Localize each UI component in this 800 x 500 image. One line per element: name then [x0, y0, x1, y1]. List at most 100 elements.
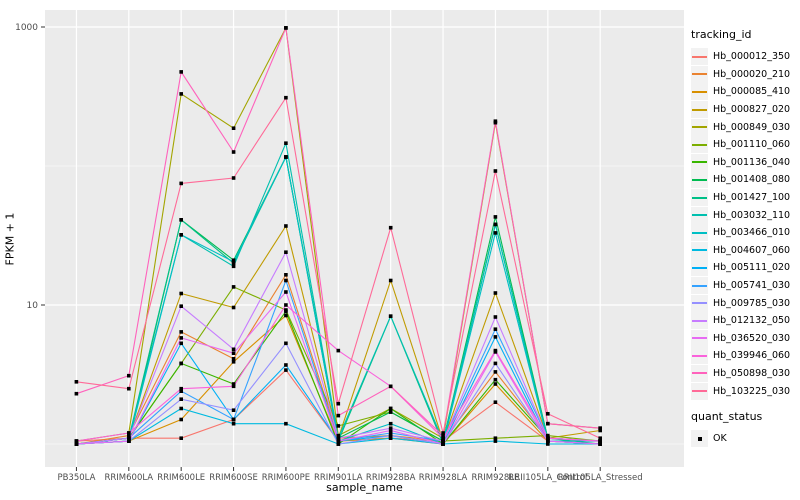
data-point — [284, 363, 288, 367]
legend-key — [691, 364, 708, 382]
data-point — [74, 380, 79, 384]
legend-title-tracking-id: tracking_id — [691, 28, 752, 41]
data-point — [179, 218, 183, 222]
legend-item: Hb_000020_210 — [691, 65, 799, 84]
x-tick-label: RRIM600LE — [157, 473, 205, 483]
data-point — [493, 169, 498, 173]
data-point — [336, 433, 341, 438]
data-point — [336, 442, 341, 446]
legend-color-swatch — [692, 372, 707, 375]
legend-item: Hb_001110_060 — [691, 136, 799, 154]
data-point — [231, 357, 236, 361]
data-point — [388, 431, 393, 435]
legend-key — [691, 118, 708, 136]
data-point — [231, 382, 236, 386]
legend-label: Hb_050898_030 — [713, 367, 791, 379]
legend-key — [691, 189, 708, 207]
data-point — [179, 406, 183, 411]
data-point — [179, 291, 183, 296]
data-point — [546, 439, 550, 443]
data-point — [493, 436, 498, 440]
legend-label: Hb_000012_350 — [713, 51, 791, 63]
legend-key — [691, 259, 708, 277]
x-tick-label: RRIM928BA — [366, 473, 416, 483]
legend-key — [691, 136, 708, 154]
legend-color-swatch — [692, 55, 707, 58]
legend-key — [691, 153, 708, 171]
legend-key — [691, 65, 708, 83]
data-point — [284, 290, 288, 294]
legend-color-swatch — [692, 284, 707, 287]
x-tick-label: RRIM600LA — [104, 473, 153, 483]
data-point — [546, 433, 550, 438]
data-point — [179, 233, 183, 237]
data-point — [493, 327, 498, 331]
legend-key — [691, 329, 708, 347]
data-point — [388, 426, 393, 430]
legend-label: Hb_000849_030 — [713, 121, 791, 133]
legend-label: Hb_001136_040 — [713, 156, 791, 168]
legend-color-swatch — [692, 196, 707, 199]
data-point — [493, 222, 498, 227]
data-point — [493, 231, 498, 235]
legend-item: Hb_005111_020 — [691, 259, 799, 277]
legend-label: Hb_003466_010 — [713, 227, 791, 239]
data-point — [493, 335, 498, 339]
data-point — [231, 176, 236, 180]
data-point — [179, 181, 183, 186]
legend-color-swatch — [692, 337, 707, 340]
legend-item: Hb_005741_030 — [691, 277, 799, 295]
x-tick-label: RRIM928LA — [419, 473, 468, 483]
data-point — [493, 370, 498, 374]
data-point — [336, 348, 341, 353]
data-point — [284, 141, 288, 145]
legend-color-swatch — [692, 214, 707, 217]
data-point — [127, 439, 131, 443]
data-point — [284, 155, 288, 159]
x-tick-label: RRIM600SE — [209, 473, 258, 483]
data-point — [441, 433, 445, 438]
legend-label: Hb_005111_020 — [713, 262, 791, 274]
data-point — [231, 421, 236, 426]
legend-item: Hb_003466_010 — [691, 224, 799, 242]
data-point — [441, 439, 445, 443]
legend-item: Hb_000849_030 — [691, 118, 799, 136]
data-point — [231, 351, 236, 355]
data-point — [284, 250, 288, 254]
data-point — [388, 436, 393, 440]
x-tick-label: RRII105LA_Stressed — [558, 473, 643, 483]
data-point — [388, 225, 393, 230]
data-point — [231, 305, 236, 310]
legend-color-swatch — [692, 249, 707, 252]
legend-key-ok — [691, 430, 708, 448]
legend-item: Hb_036520_030 — [691, 329, 799, 348]
legend-key — [691, 312, 708, 330]
data-point — [284, 421, 288, 426]
x-axis-title: sample_name — [326, 481, 403, 494]
data-point — [598, 439, 602, 443]
legend-key — [691, 277, 708, 295]
legend-color-swatch — [692, 73, 707, 76]
legend-label: Hb_001427_100 — [713, 192, 791, 204]
data-point — [127, 386, 131, 391]
data-point — [336, 413, 341, 418]
data-point — [179, 330, 183, 334]
y-tick-label: 1000 — [15, 23, 38, 33]
legend-label: Hb_000020_210 — [713, 68, 791, 80]
data-point — [284, 341, 288, 346]
legend-label: Hb_003032_110 — [713, 209, 791, 221]
legend-label: Hb_000085_410 — [713, 86, 791, 98]
data-point — [127, 436, 131, 440]
data-point — [336, 424, 341, 428]
data-point — [284, 224, 288, 228]
legend-label-ok: OK — [713, 433, 727, 445]
data-point — [388, 410, 393, 414]
legend-key — [691, 101, 708, 119]
data-point — [179, 341, 183, 346]
legend-color-swatch — [692, 178, 707, 181]
legend-label: Hb_004607_060 — [713, 244, 791, 256]
data-point — [127, 373, 131, 378]
legend-item: Hb_009785_030 — [691, 294, 799, 312]
legend-color-swatch — [692, 126, 707, 129]
